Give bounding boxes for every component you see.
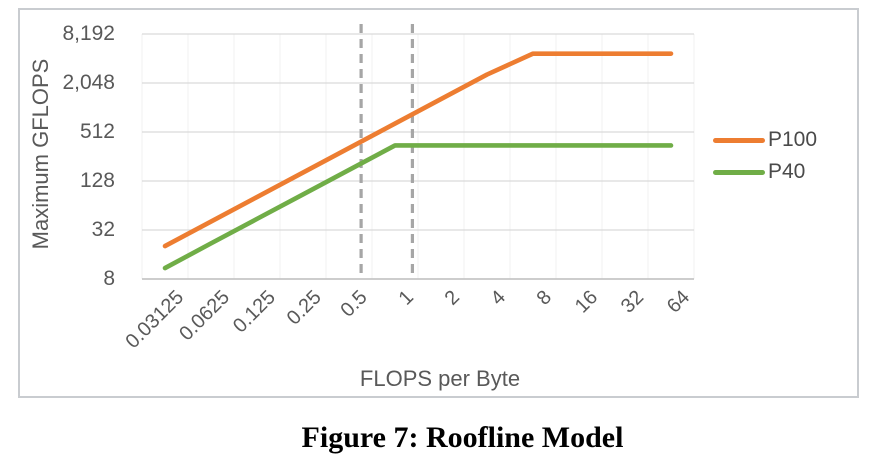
series-line-p40 — [162, 143, 674, 271]
figure-caption: Figure 7: Roofline Model — [301, 421, 624, 454]
legend-swatch-p40 — [713, 169, 765, 175]
y-tick-label: 8 — [103, 267, 115, 290]
legend-item-p40: P40 — [713, 156, 817, 188]
y-tick-label: 128 — [79, 169, 115, 192]
plot-canvas — [141, 24, 695, 280]
y-tick-label: 2,048 — [62, 71, 115, 94]
legend-item-p100: P100 — [713, 124, 817, 156]
legend-label: P100 — [768, 128, 818, 151]
legend-label: P40 — [768, 160, 806, 183]
x-axis-title: FLOPS per Byte — [359, 366, 521, 391]
legend: P100 P40 — [713, 124, 817, 188]
y-tick-label: 512 — [79, 120, 115, 143]
legend-swatch-p100 — [713, 137, 765, 143]
series-line-p100 — [162, 51, 674, 249]
y-tick-label: 32 — [91, 218, 115, 241]
y-axis-title: Maximum GFLOPS — [28, 58, 53, 250]
y-tick-label: 8,192 — [62, 22, 115, 45]
roofline-chart: 8 32 128 512 2,048 8,192 0.03125 0.0625 0.125 0.… — [18, 8, 859, 398]
